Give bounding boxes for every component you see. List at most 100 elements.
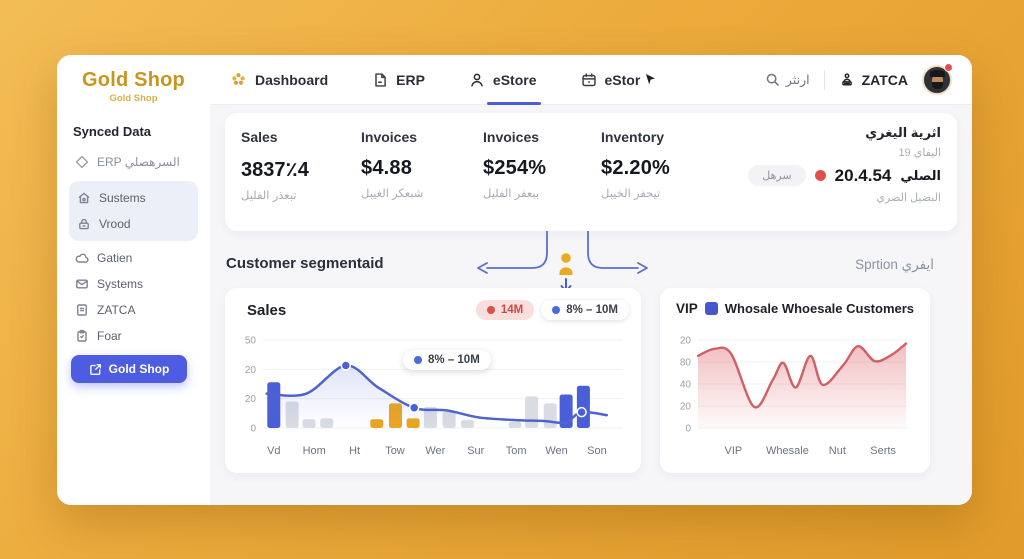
stat-label: Sales (241, 129, 278, 145)
svg-text:Wer: Wer (425, 445, 445, 457)
stat-subtext: شبعكر الغيبل (361, 188, 424, 200)
main-area: Dashboard ERP eStore (210, 55, 972, 505)
cursor-pointer-icon (645, 73, 656, 86)
sidebar-item-zatca[interactable]: ZATCA (69, 297, 198, 323)
lock-icon (77, 217, 91, 231)
gold-shop-button-label: Gold Shop (108, 362, 170, 376)
legend-item-14m[interactable]: 14M (475, 300, 535, 320)
stat-value: $254% (483, 157, 547, 179)
sidebar-item-systems[interactable]: Systems (69, 271, 198, 297)
sales-chart-plot[interactable]: 50 20 20 0 Vd Hom Ht Tow Wer Sur Tom Wen Son (233, 330, 629, 469)
sidebar-item-label: Vrood (99, 217, 131, 231)
external-link-icon (89, 363, 102, 376)
sidebar-item-label: ZATCA (97, 303, 136, 317)
svg-text:20: 20 (245, 394, 257, 405)
svg-text:Sur: Sur (467, 445, 484, 457)
rtl-value-label: الصلي (900, 167, 941, 183)
flow-connector-arrows (477, 231, 648, 299)
legend-label: 8% – 10M (566, 304, 618, 316)
app-window: Gold Shop Gold Shop Synced Data ERP السر… (57, 55, 972, 505)
svg-text:VIP: VIP (724, 445, 742, 457)
person-icon (469, 72, 485, 88)
tab-estor[interactable]: eStor (581, 55, 657, 105)
stat-subtext: تيحفر الخيبل (601, 188, 661, 200)
svg-text:50: 50 (245, 336, 257, 347)
tab-label: Dashboard (255, 71, 329, 88)
legend-dot-blue (552, 306, 561, 314)
vip-chart-title-row: VIP Whosale Whoesale Customers (676, 301, 914, 316)
nav-tabs: Dashboard ERP eStore (230, 55, 656, 105)
flower-icon (230, 71, 247, 88)
tab-label: ERP (396, 71, 425, 88)
tab-estore[interactable]: eStore (469, 55, 541, 105)
section-title-right: Sprtion ايفري (855, 257, 934, 272)
legend-label: 14M (500, 304, 524, 316)
sidebar-item-label: Foar (97, 329, 122, 343)
svg-text:20: 20 (680, 336, 692, 347)
stat-subtext: ببعفر الفليل (483, 188, 540, 200)
diamond-icon (75, 155, 89, 169)
stat-invoices-2: Invoices $254% ببعفر الفليل (483, 129, 546, 200)
svg-text:Tow: Tow (385, 445, 405, 457)
sidebar-section-title: Synced Data (73, 124, 152, 139)
topbar-right-cluster: ارنثر ZATCA (765, 62, 953, 95)
content-area: Sales 3837٪4 تبعذر الفليل Invoices $4.88… (210, 105, 972, 505)
stat-label: Inventory (601, 129, 665, 145)
stat-invoices-1: Invoices $4.88 شبعكر الغيبل (361, 129, 423, 200)
home-icon (77, 191, 91, 205)
svg-text:Hom: Hom (303, 445, 326, 457)
rtl-line4: البضيل الضري (876, 192, 941, 204)
tab-label: eStore (492, 71, 537, 88)
sidebar-group-synced: Sustems Vrood (69, 181, 198, 241)
stats-card: Sales 3837٪4 تبعذر الفليل Invoices $4.88… (225, 113, 957, 231)
svg-text:Whesale: Whesale (766, 445, 809, 457)
gold-shop-button[interactable]: Gold Shop (71, 355, 187, 383)
stat-value: 3837٪4 (241, 159, 309, 181)
stat-inventory: Inventory $2.20% تيحفر الخيبل (601, 129, 670, 200)
stat-value: $2.20% (601, 157, 671, 179)
svg-text:40: 40 (680, 380, 692, 391)
app-logo-subtitle: Gold Shop (109, 93, 158, 104)
search-button[interactable]: ارنثر (765, 72, 810, 87)
avatar (922, 64, 952, 95)
svg-text:Nut: Nut (829, 445, 846, 457)
customer-person-icon (559, 253, 573, 275)
cloud-icon (75, 251, 89, 265)
sidebar-item-vrood[interactable]: Vrood (71, 211, 196, 237)
rtl-pill-button[interactable]: سرهل (748, 165, 806, 186)
chart-legend: 14M 8% – 10M (475, 300, 629, 320)
clipboard-icon (75, 329, 89, 343)
blue-square-legend-icon (704, 302, 718, 315)
user-avatar[interactable] (922, 62, 953, 95)
tab-dashboard[interactable]: Dashboard (230, 55, 328, 105)
tooltip-label: 8% – 10M (428, 354, 480, 366)
vip-chart-plot[interactable]: 20 80 40 20 0 VIP Whesale Nut Serts (668, 330, 914, 469)
calendar-icon (581, 72, 597, 88)
file-icon (372, 72, 388, 88)
sidebar-item-gatien[interactable]: Gatien (69, 245, 198, 271)
svg-text:Tom: Tom (506, 445, 527, 457)
sidebar-item-sustems[interactable]: Sustems (71, 185, 196, 211)
legend-dot-red (486, 306, 495, 314)
stat-label: Invoices (361, 129, 418, 145)
document-icon (75, 303, 89, 317)
sidebar-item-label: Sustems (99, 191, 146, 205)
svg-text:Wen: Wen (545, 445, 567, 457)
zatca-label: ZATCA (861, 71, 908, 88)
status-dot-red (814, 170, 826, 181)
sidebar-item-erp[interactable]: ERP السرهصلي (69, 149, 198, 175)
legend-item-8-10m[interactable]: 8% – 10M (541, 300, 629, 320)
sales-chart-card: Sales 14M 8% – 10M 8% – 10M 50 20 20 0 Vd Hom… (225, 288, 641, 473)
sidebar-item-label: ERP السرهصلي (97, 155, 180, 169)
stat-subtext: تبعذر الفليل (241, 190, 297, 202)
app-logo-title: Gold Shop (82, 69, 185, 91)
tab-erp[interactable]: ERP (372, 55, 425, 105)
sidebar-item-foar[interactable]: Foar (69, 323, 198, 349)
mail-icon (75, 277, 89, 291)
sidebar-item-label: Gatien (97, 251, 133, 265)
zatca-button[interactable]: ZATCA (839, 72, 908, 88)
sidebar-item-label: Systems (97, 277, 144, 291)
scale-icon (839, 72, 855, 88)
sidebar: Gold Shop Gold Shop Synced Data ERP السر… (57, 55, 210, 505)
sales-chart-title: Sales (247, 302, 287, 319)
